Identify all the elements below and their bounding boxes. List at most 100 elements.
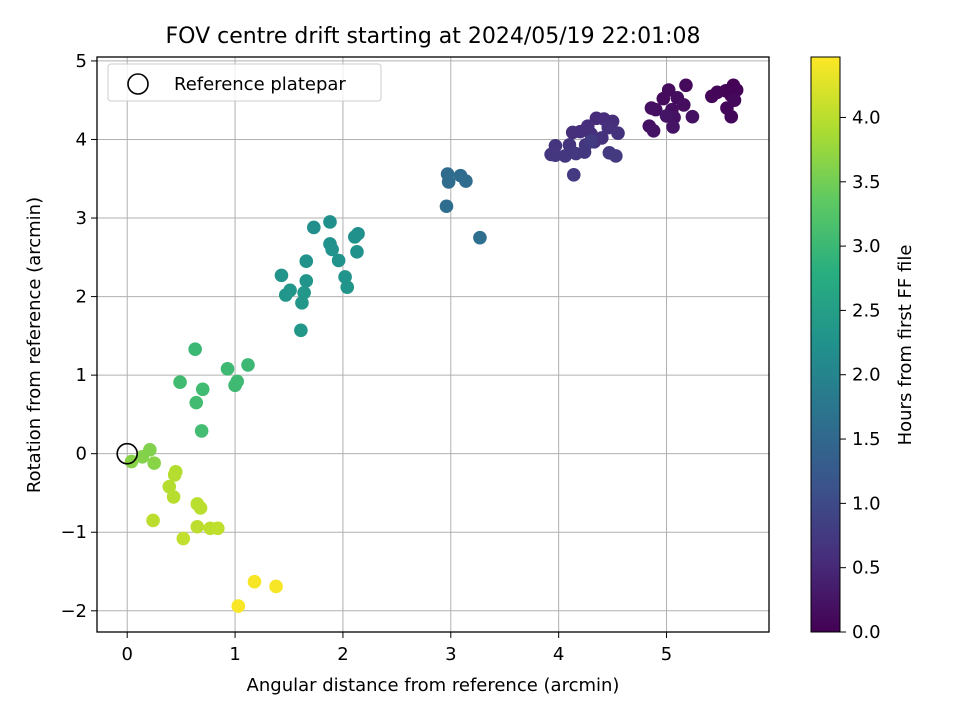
data-point xyxy=(299,254,314,269)
data-point xyxy=(193,501,208,515)
data-point xyxy=(577,145,592,159)
data-point xyxy=(190,519,205,534)
data-point xyxy=(269,579,283,594)
y-tick-label: −1 xyxy=(60,522,87,543)
data-point xyxy=(338,270,352,284)
data-point xyxy=(124,454,139,469)
colorbar-ticks: 0.0 0.5 1.0 1.5 2.0 2.5 3.0 3.5 4.0 xyxy=(840,107,881,643)
legend-box xyxy=(107,63,382,102)
colorbar-label: Hours from first FF file xyxy=(895,245,916,446)
data-point xyxy=(331,253,346,268)
x-tick-label: 2 xyxy=(337,644,348,665)
data-point xyxy=(565,125,580,140)
data-point xyxy=(584,134,598,148)
data-point xyxy=(439,199,454,214)
data-point xyxy=(727,93,742,108)
data-point xyxy=(278,288,293,302)
x-tick-label: 4 xyxy=(553,644,564,665)
data-point xyxy=(211,521,225,536)
y-tick-label: 5 xyxy=(76,51,87,72)
y-tick-label: 3 xyxy=(76,208,87,229)
colorbar-gradient xyxy=(810,56,841,633)
colorbar-tick-label: 1.5 xyxy=(852,429,881,450)
data-point xyxy=(566,168,581,182)
data-point xyxy=(135,450,150,464)
legend-hollow-circle-icon xyxy=(127,73,149,95)
data-point xyxy=(646,124,661,138)
colorbar-tick-label: 0.0 xyxy=(852,622,881,643)
data-point xyxy=(666,120,680,134)
data-point xyxy=(194,424,209,438)
data-point xyxy=(146,513,160,528)
x-tick-label: 0 xyxy=(121,644,132,665)
data-point xyxy=(241,358,255,372)
x-tick-label: 3 xyxy=(445,644,456,665)
data-point xyxy=(705,89,719,104)
data-point xyxy=(611,126,625,140)
data-point xyxy=(274,268,289,283)
data-point xyxy=(679,78,693,93)
colorbar-tick-label: 0.5 xyxy=(852,558,881,579)
data-point xyxy=(295,296,309,310)
x-axis-ticks: 0 1 2 3 4 5 xyxy=(121,632,672,665)
data-point xyxy=(441,175,456,189)
data-point xyxy=(340,280,355,294)
colorbar-tick-label: 2.5 xyxy=(852,300,881,321)
y-tick-label: −2 xyxy=(60,601,87,622)
data-point xyxy=(176,531,191,546)
data-point xyxy=(644,101,659,115)
x-tick-label: 5 xyxy=(661,644,672,665)
data-point xyxy=(325,242,339,257)
data-point xyxy=(173,375,187,390)
x-tick-label: 1 xyxy=(229,644,240,665)
data-point xyxy=(659,109,674,123)
reference-point-marker xyxy=(116,442,139,465)
legend: Reference platepar xyxy=(107,63,382,102)
colorbar-tick-label: 3.5 xyxy=(852,172,881,193)
plot-frame xyxy=(96,56,770,633)
colorbar: 0.0 0.5 1.0 1.5 2.0 2.5 3.0 3.5 4.0 Hours from f… xyxy=(810,56,916,643)
data-point xyxy=(195,382,210,397)
colorbar-tick-label: 4.0 xyxy=(852,107,881,128)
data-point xyxy=(228,378,242,393)
data-point xyxy=(350,245,364,259)
data-point xyxy=(685,109,700,124)
data-point xyxy=(297,285,311,300)
x-axis-label: Angular distance from reference (arcmin) xyxy=(247,675,620,696)
grid-lines xyxy=(97,57,769,632)
data-point xyxy=(473,230,487,245)
data-point xyxy=(189,395,204,410)
y-tick-label: 1 xyxy=(76,365,87,386)
data-point xyxy=(347,230,362,244)
data-point xyxy=(162,479,177,494)
data-point xyxy=(294,323,308,338)
data-point xyxy=(656,91,671,106)
data-point xyxy=(220,362,235,376)
colorbar-tick-label: 1.0 xyxy=(852,493,881,514)
data-point xyxy=(299,274,314,288)
data-point xyxy=(558,149,572,163)
data-point xyxy=(247,574,262,589)
legend-entry: Reference platepar xyxy=(174,74,346,95)
reference-marker xyxy=(116,442,139,465)
data-point xyxy=(724,109,739,124)
data-point xyxy=(147,456,161,470)
data-point xyxy=(459,174,473,188)
data-point xyxy=(231,599,246,613)
y-tick-label: 2 xyxy=(76,287,87,308)
data-points xyxy=(124,78,744,613)
data-point xyxy=(167,468,182,482)
data-point xyxy=(323,215,337,229)
y-axis-ticks: −2 −1 0 1 2 3 4 5 xyxy=(60,51,97,622)
y-tick-label: 0 xyxy=(76,444,87,465)
data-point xyxy=(609,149,623,163)
data-point xyxy=(188,342,202,357)
y-axis-label: Rotation from reference (arcmin) xyxy=(24,197,45,493)
colorbar-tick-label: 2.0 xyxy=(852,365,881,386)
colorbar-tick-label: 3.0 xyxy=(852,236,881,257)
data-point xyxy=(548,148,563,162)
data-point xyxy=(307,220,321,235)
data-point xyxy=(166,490,181,504)
data-point xyxy=(676,98,691,112)
